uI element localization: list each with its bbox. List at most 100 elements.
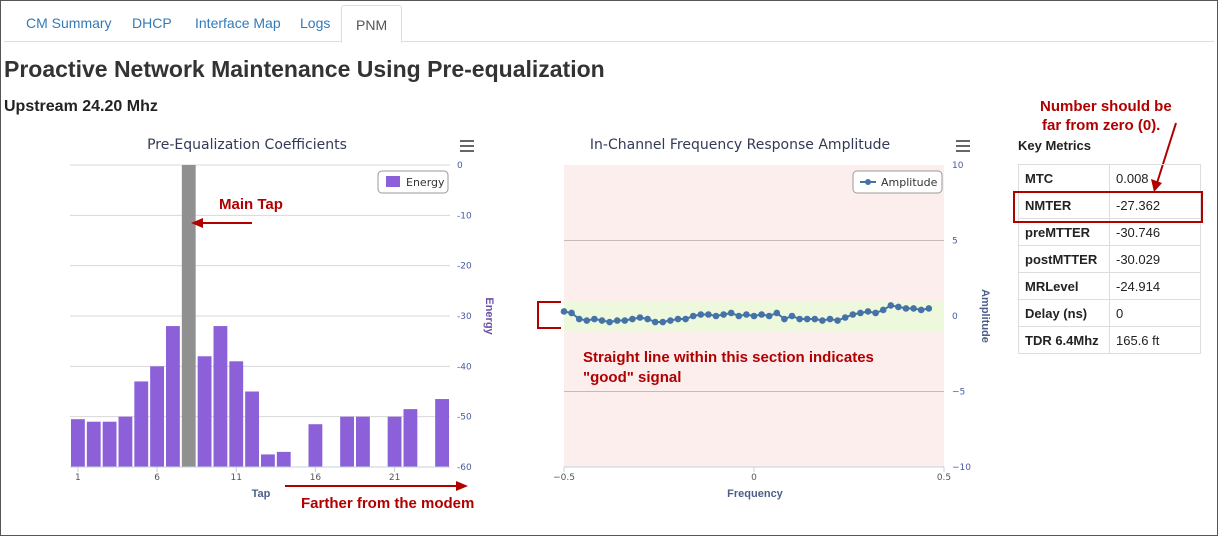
amplitude-point[interactable] bbox=[560, 308, 568, 315]
energy-bar[interactable] bbox=[197, 356, 212, 467]
amplitude-point[interactable] bbox=[583, 317, 591, 324]
metric-value: 0.008 bbox=[1109, 164, 1201, 192]
amplitude-point[interactable] bbox=[735, 312, 743, 320]
energy-bar[interactable] bbox=[150, 366, 164, 467]
amplitude-point[interactable] bbox=[864, 308, 872, 315]
amplitude-point[interactable] bbox=[765, 312, 773, 320]
energy-bar[interactable] bbox=[134, 381, 149, 467]
energy-bar[interactable] bbox=[403, 409, 418, 467]
pre-eq-chart: Pre-Equalization Coefficients 0 -10 -20 -30… bbox=[70, 137, 495, 500]
farther-arrow-head bbox=[456, 481, 468, 491]
tab-interface-map[interactable]: Interface Map bbox=[195, 15, 281, 31]
amplitude-point[interactable] bbox=[644, 315, 651, 323]
hamburger-menu-icon[interactable] bbox=[460, 140, 474, 152]
amplitude-point[interactable] bbox=[705, 311, 712, 318]
energy-bar[interactable] bbox=[340, 416, 354, 467]
energy-bar[interactable] bbox=[102, 421, 117, 467]
x-tick-label: 16 bbox=[310, 473, 322, 483]
energy-bar[interactable] bbox=[261, 454, 275, 467]
number-note-line-1: Number should be bbox=[1040, 98, 1172, 115]
y-tick-label: -40 bbox=[457, 362, 472, 372]
amplitude-point[interactable] bbox=[773, 309, 781, 317]
amplitude-point[interactable] bbox=[720, 311, 727, 318]
amplitude-point[interactable] bbox=[803, 315, 811, 323]
amplitude-point[interactable] bbox=[902, 305, 910, 312]
amplitude-point[interactable] bbox=[568, 309, 575, 317]
amplitude-point[interactable] bbox=[697, 311, 705, 318]
pre-eq-x-axis-title: Tap bbox=[252, 488, 271, 500]
amplitude-point[interactable] bbox=[606, 318, 613, 326]
amplitude-point[interactable] bbox=[598, 317, 606, 324]
tab-logs[interactable]: Logs bbox=[300, 15, 331, 31]
amplitude-point[interactable] bbox=[925, 305, 933, 312]
hamburger-menu-icon[interactable] bbox=[956, 140, 970, 152]
amplitude-point[interactable] bbox=[727, 309, 735, 317]
x-tick-label: 11 bbox=[231, 473, 242, 483]
y-tick-label: 10 bbox=[952, 161, 964, 171]
tab-bar: CM Summary DHCP Interface Map Logs PNM bbox=[4, 4, 1214, 43]
key-metrics-title: Key Metrics bbox=[1018, 138, 1091, 153]
amplitude-point[interactable] bbox=[621, 317, 629, 324]
amplitude-point[interactable] bbox=[872, 309, 879, 317]
amplitude-point[interactable] bbox=[712, 312, 720, 320]
metric-value: -24.914 bbox=[1109, 272, 1201, 300]
amplitude-point[interactable] bbox=[826, 315, 834, 323]
energy-bar[interactable] bbox=[229, 361, 244, 467]
amplitude-point[interactable] bbox=[788, 312, 796, 320]
amplitude-point[interactable] bbox=[758, 311, 765, 318]
amplitude-point[interactable] bbox=[750, 312, 758, 320]
amplitude-point[interactable] bbox=[781, 315, 788, 323]
energy-bar[interactable] bbox=[308, 424, 323, 467]
amplitude-point[interactable] bbox=[629, 315, 636, 323]
frequency-legend[interactable]: Amplitude bbox=[852, 170, 943, 194]
energy-bar[interactable] bbox=[276, 451, 291, 467]
amplitude-point[interactable] bbox=[689, 312, 697, 320]
tab-cm-summary[interactable]: CM Summary bbox=[26, 15, 112, 31]
energy-bar[interactable] bbox=[435, 399, 449, 467]
y-tick-label: 0 bbox=[952, 312, 958, 322]
table-row: MTC 0.008 bbox=[1018, 164, 1201, 192]
amplitude-point[interactable] bbox=[659, 318, 667, 326]
amplitude-point[interactable] bbox=[591, 315, 598, 323]
amplitude-point[interactable] bbox=[811, 315, 819, 323]
pre-eq-legend[interactable]: Energy bbox=[377, 170, 449, 194]
amplitude-point[interactable] bbox=[613, 317, 621, 324]
energy-bar[interactable] bbox=[213, 326, 228, 467]
frequency-chart-title: In-Channel Frequency Response Amplitude bbox=[590, 137, 890, 153]
energy-bar[interactable] bbox=[245, 391, 259, 468]
y-tick-label: −5 bbox=[952, 388, 965, 398]
amplitude-point[interactable] bbox=[910, 305, 917, 312]
metric-value: 165.6 ft bbox=[1109, 326, 1201, 354]
energy-bar[interactable] bbox=[86, 421, 101, 467]
amplitude-point[interactable] bbox=[682, 315, 689, 323]
amplitude-point[interactable] bbox=[841, 314, 849, 321]
amplitude-point[interactable] bbox=[857, 309, 864, 317]
amplitude-point[interactable] bbox=[849, 311, 857, 318]
energy-bar[interactable] bbox=[118, 416, 133, 467]
tab-pnm[interactable]: PNM bbox=[341, 5, 403, 43]
energy-bar[interactable] bbox=[166, 326, 180, 467]
energy-bar[interactable] bbox=[71, 419, 85, 467]
amplitude-point[interactable] bbox=[651, 318, 659, 326]
amplitude-point[interactable] bbox=[879, 306, 887, 314]
amplitude-point[interactable] bbox=[796, 315, 803, 323]
metric-key: Delay (ns) bbox=[1018, 299, 1110, 327]
amplitude-point[interactable] bbox=[887, 302, 895, 309]
amplitude-point[interactable] bbox=[674, 315, 682, 323]
amplitude-point[interactable] bbox=[667, 317, 674, 324]
amplitude-point[interactable] bbox=[819, 317, 826, 324]
frequency-response-chart: In-Channel Frequency Response Amplitude … bbox=[553, 137, 991, 500]
amplitude-point[interactable] bbox=[917, 306, 925, 314]
energy-bar[interactable] bbox=[356, 416, 370, 467]
tab-dhcp[interactable]: DHCP bbox=[132, 15, 172, 31]
amplitude-point[interactable] bbox=[895, 303, 902, 311]
straight-line-annotation-2: "good" signal bbox=[583, 369, 681, 386]
main-tap-bar[interactable] bbox=[181, 165, 196, 467]
amplitude-point[interactable] bbox=[636, 314, 644, 321]
y-tick-label: -60 bbox=[457, 463, 472, 473]
amplitude-point[interactable] bbox=[743, 311, 750, 318]
amplitude-point[interactable] bbox=[834, 317, 841, 324]
amplitude-point[interactable] bbox=[575, 315, 583, 323]
energy-bar[interactable] bbox=[387, 416, 402, 467]
x-tick-label: 21 bbox=[389, 473, 400, 483]
